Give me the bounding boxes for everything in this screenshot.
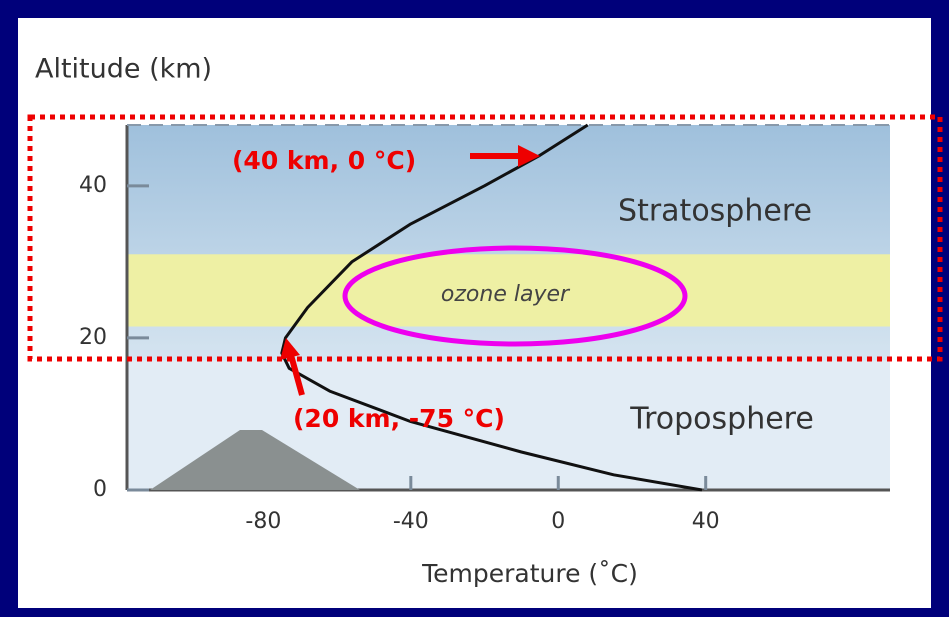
mountain	[150, 430, 360, 490]
y-tick-label: 20	[79, 325, 107, 350]
region-label: Stratosphere	[618, 194, 812, 229]
x-tick-label: -40	[393, 509, 429, 534]
ozone-ellipse	[342, 245, 688, 347]
region-band	[127, 254, 890, 327]
arrowhead	[280, 338, 300, 360]
region-label: ozone layer	[441, 282, 571, 307]
y-axis-label: Altitude (km)	[35, 54, 212, 85]
y-tick-label: 40	[79, 173, 107, 198]
x-tick-label: -80	[245, 509, 281, 534]
arrow	[288, 354, 305, 396]
annotation: (40 km, 0 °C)	[232, 146, 416, 175]
annotation: (20 km, -75 °C)	[293, 404, 505, 433]
x-tick-label: 40	[692, 509, 720, 534]
x-tick-label: 0	[551, 509, 565, 534]
arrowhead	[518, 145, 540, 167]
profile-line	[280, 123, 703, 492]
y-tick-label: 0	[93, 477, 107, 502]
x-axis-label: Temperature (˚C)	[421, 559, 638, 588]
highlight-box	[27, 114, 943, 362]
region-label: Troposphere	[629, 402, 814, 437]
